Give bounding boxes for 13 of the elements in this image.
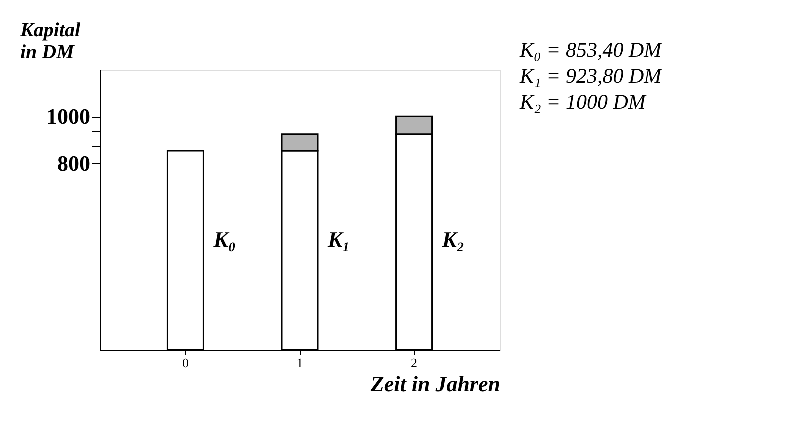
y-tick-label: 800 <box>58 150 90 176</box>
y-tick-label: 1000 <box>46 104 90 130</box>
x-tick-label: 2 <box>411 356 418 370</box>
x-tick-label: 1 <box>296 356 304 370</box>
x-tick-label: 0 <box>182 356 189 370</box>
text: K₀ = 853,40 DM <box>519 38 664 62</box>
text: K₂ = 1000 DM <box>519 90 648 114</box>
y-axis-title: Kapital in DM <box>20 20 81 64</box>
x-axis-title: Zeit in Jahren <box>370 372 500 396</box>
annotation: K₂ <box>441 227 465 252</box>
annotation: K₀ <box>212 227 236 252</box>
annotation: K₁ <box>327 227 350 252</box>
text: K₁ = 923,80 DM <box>519 64 664 88</box>
